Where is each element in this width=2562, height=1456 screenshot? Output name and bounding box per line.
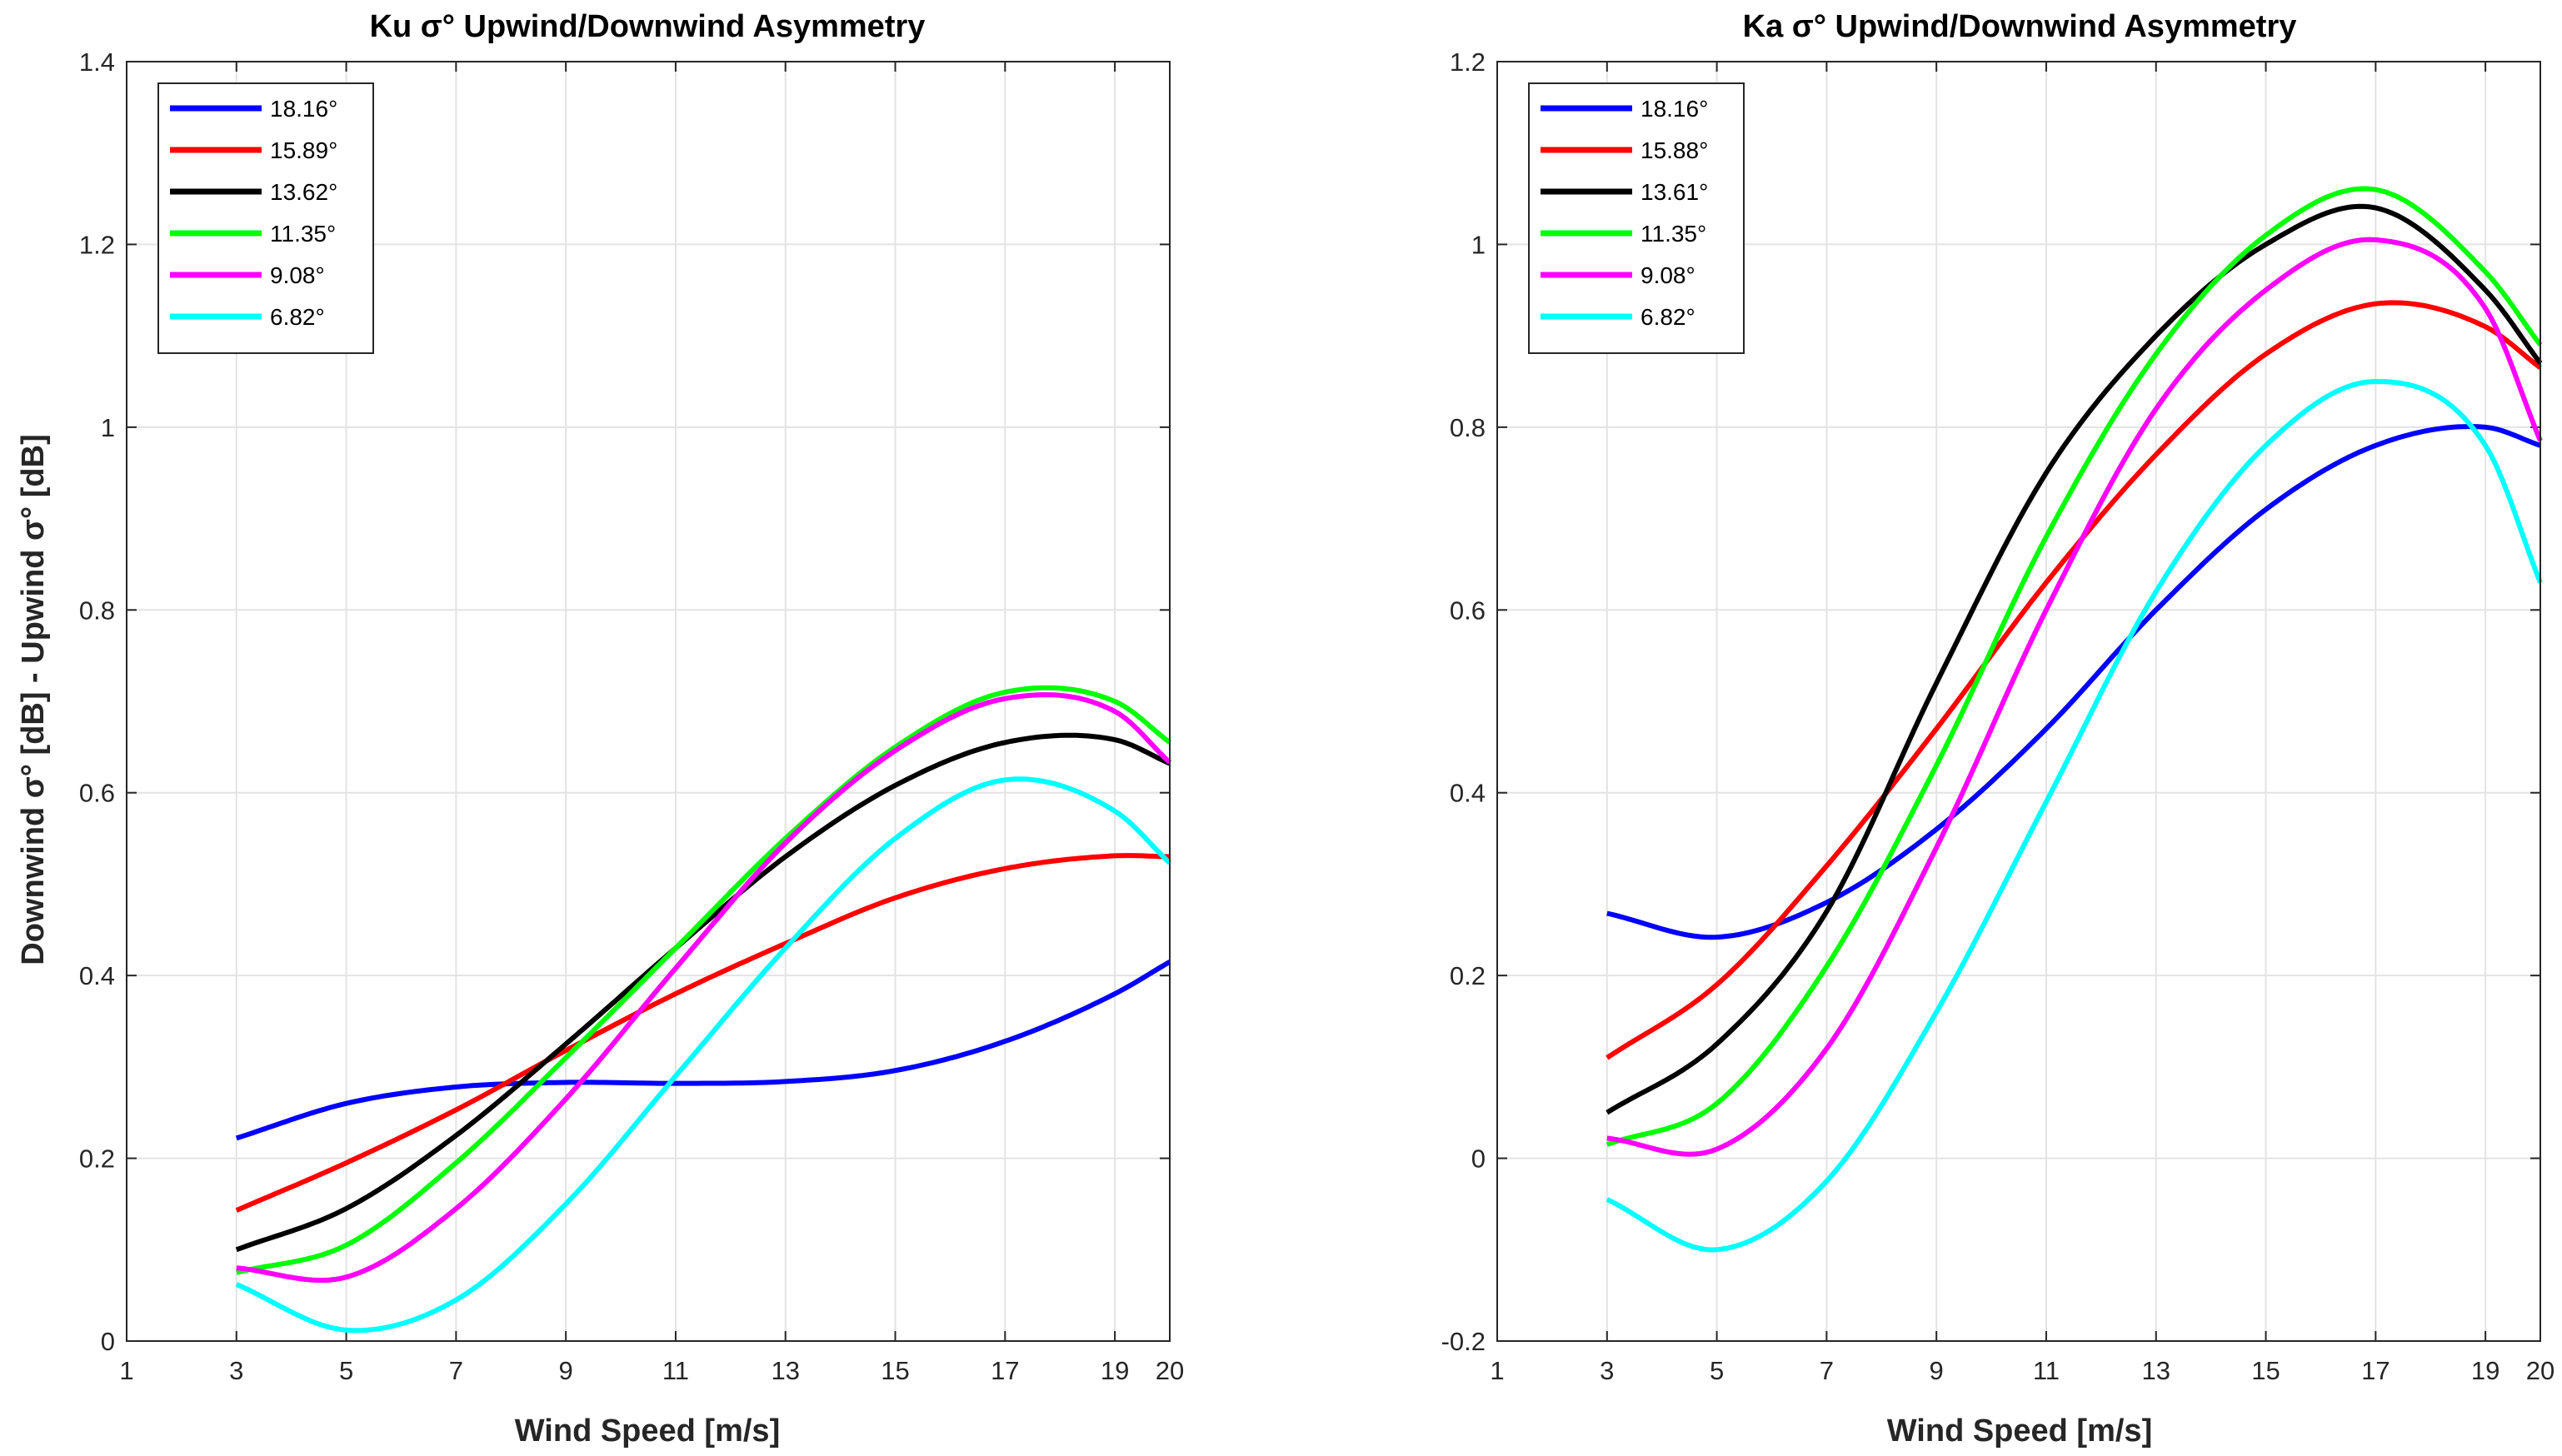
ku-legend-label-0: 18.16°	[270, 96, 337, 122]
ku-x-tick-label: 20	[1156, 1356, 1184, 1385]
ka-x-tick-label: 19	[2471, 1356, 2500, 1385]
ka-x-tick-label: 1	[1490, 1356, 1504, 1385]
ka-axes-box	[1496, 61, 2541, 1342]
ku-y-tick-label: 0.4	[79, 961, 115, 990]
ka-x-tick-label: 13	[2141, 1356, 2170, 1385]
ku-y-tick-label: 1	[101, 413, 115, 442]
ku-y-tick-label: 1.2	[79, 230, 115, 259]
ku-x-tick-label: 19	[1101, 1356, 1129, 1385]
ka-y-tick-label: -0.2	[1441, 1327, 1486, 1356]
ku-y-axis-label: Downwind σ° [dB] - Upwind σ° [dB]	[16, 434, 51, 965]
ka-series-line-0	[1606, 424, 2541, 940]
ku-y-tick-label: 0	[101, 1327, 115, 1356]
ku-x-tick-label: 11	[662, 1356, 689, 1385]
ka-x-tick-label: 5	[1710, 1356, 1724, 1385]
ka-y-tick-label: 0	[1471, 1144, 1486, 1174]
ka-legend-box	[1528, 82, 1745, 354]
ku-axes: Ku σ° Upwind/Downwind Asymmetry Wind Spe…	[16, 9, 1184, 1449]
ku-legend-box	[157, 82, 374, 354]
ka-y-tick-label: 0.8	[1450, 413, 1486, 442]
ku-legend-label-1: 15.89°	[270, 137, 337, 163]
ku-x-tick-label: 3	[229, 1356, 243, 1385]
ka-legend-label-0: 18.16°	[1641, 96, 1708, 122]
ka-x-tick-label: 20	[2526, 1356, 2555, 1385]
ku-y-tick-label: 0.2	[79, 1144, 115, 1174]
ka-legend: 18.16° 15.88° 13.61° 11.35° 9.08° 6.82°	[1528, 82, 1745, 354]
ka-x-tick-label: 3	[1600, 1356, 1614, 1385]
ka-x-tick-label: 17	[2361, 1356, 2390, 1385]
ku-series	[235, 685, 1172, 1334]
ka-series	[1606, 186, 2543, 1253]
ka-series-line-1	[1606, 300, 2542, 1060]
ka-series-line-5	[1606, 379, 2543, 1253]
ku-axes-box	[126, 61, 1171, 1342]
ku-legend: 18.16° 15.89° 13.62° 11.35° 9.08° 6.82°	[157, 82, 374, 354]
ka-x-tick-label: 9	[1930, 1356, 1944, 1385]
ku-x-tick-label: 5	[339, 1356, 353, 1385]
ka-legend-label-4: 9.08°	[1641, 262, 1696, 288]
ku-series-line-5	[235, 776, 1172, 1334]
ku-series-line-4	[236, 692, 1172, 1283]
ku-legend-label-3: 11.35°	[270, 221, 336, 247]
ka-series-line-3	[1606, 186, 2543, 1147]
ka-legend-label-5: 6.82°	[1641, 304, 1696, 330]
ka-legend-label-1: 15.88°	[1641, 137, 1708, 163]
ka-legend-label-2: 13.61°	[1641, 179, 1708, 205]
ku-y-tick-label: 0.8	[79, 596, 115, 625]
ku-series-line-1	[235, 853, 1171, 1213]
ku-y-tick-label: 1.4	[79, 47, 115, 77]
ka-legend-label-3: 11.35°	[1641, 221, 1706, 247]
ka-series-line-2	[1606, 203, 2543, 1115]
ku-x-tick-label: 9	[559, 1356, 573, 1385]
ku-x-tick-label: 13	[771, 1356, 799, 1385]
ku-series-line-3	[236, 685, 1171, 1275]
ku-series-line-2	[235, 732, 1171, 1253]
ka-y-tick-label: 0.2	[1450, 961, 1486, 990]
ka-y-tick-label: 1.2	[1450, 47, 1486, 77]
ka-y-tick-label: 0.6	[1450, 596, 1486, 625]
ku-x-tick-label: 7	[449, 1356, 463, 1385]
ka-y-tick-label: 1	[1471, 230, 1486, 259]
ku-x-tick-label: 1	[119, 1356, 133, 1385]
ka-y-tick-label: 0.4	[1450, 779, 1486, 808]
ku-series-line-0	[235, 960, 1171, 1141]
ku-legend-label-4: 9.08°	[270, 262, 325, 288]
ku-title: Ku σ° Upwind/Downwind Asymmetry	[370, 9, 926, 44]
ku-x-tick-label: 17	[991, 1356, 1019, 1385]
ku-legend-label-2: 13.62°	[270, 179, 337, 205]
ka-series-line-4	[1606, 237, 2543, 1157]
ka-ticks: 1 3 5 7 9 11 13 15 17 19 20-0.200.20.40.60.811.2	[1441, 47, 2555, 1385]
ka-x-tick-label: 7	[1820, 1356, 1834, 1385]
ku-x-axis-label: Wind Speed [m/s]	[515, 1414, 780, 1449]
ka-axes: Ka σ° Upwind/Downwind Asymmetry Wind Spe…	[1441, 9, 2555, 1449]
ka-x-tick-label: 11	[2033, 1356, 2060, 1385]
ka-x-tick-label: 15	[2251, 1356, 2280, 1385]
ku-x-tick-label: 15	[881, 1356, 909, 1385]
ku-legend-label-5: 6.82°	[270, 304, 325, 330]
ka-x-axis-label: Wind Speed [m/s]	[1887, 1414, 2152, 1449]
ku-y-tick-label: 0.6	[79, 779, 115, 808]
ka-title: Ka σ° Upwind/Downwind Asymmetry	[1743, 9, 2297, 44]
